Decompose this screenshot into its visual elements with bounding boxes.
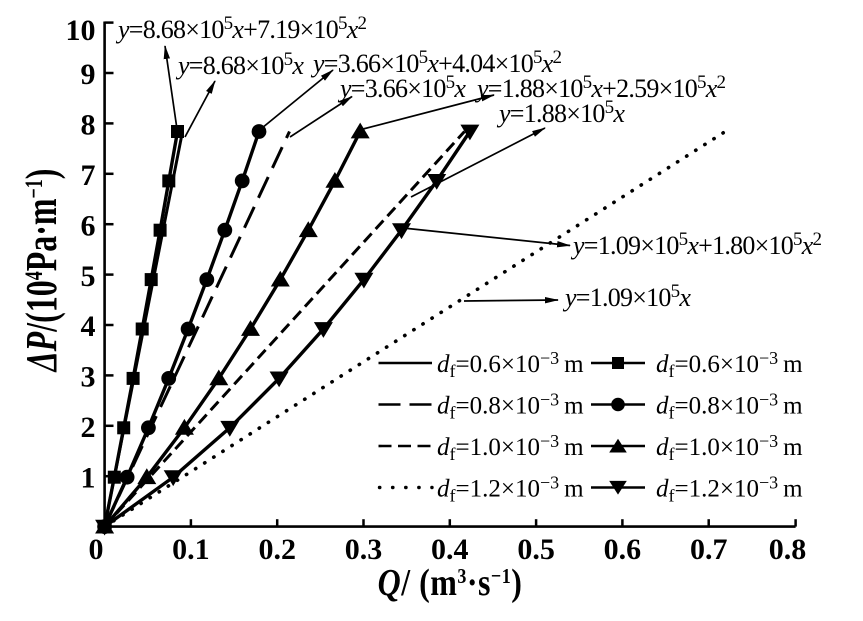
svg-text:0: 0 [89,533,104,566]
svg-text:ΔP/(104Pa·m−1): ΔP/(104Pa·m−1) [17,169,66,373]
svg-text:df=1.2×10−3 m: df=1.2×10−3 m [437,473,584,506]
svg-text:df=1.0×10−3 m: df=1.0×10−3 m [437,431,584,464]
svg-text:0.8: 0.8 [769,533,807,566]
svg-text:y=8.68×105x+7.19×105x2: y=8.68×105x+7.19×105x2 [115,13,367,44]
svg-text:0.2: 0.2 [258,533,296,566]
svg-text:6: 6 [81,209,96,242]
svg-text:Q/ (m3·s−1): Q/ (m3·s−1) [378,561,523,603]
svg-text:df=0.6×10−3 m: df=0.6×10−3 m [656,348,803,381]
svg-text:df=1.0×10−3 m: df=1.0×10−3 m [656,431,803,464]
svg-text:4: 4 [81,310,96,343]
svg-text:df=0.8×10−3 m: df=0.8×10−3 m [437,390,584,423]
svg-text:0.3: 0.3 [345,533,383,566]
svg-text:1: 1 [81,461,96,494]
svg-text:y=1.88×105x+2.59×105x2: y=1.88×105x+2.59×105x2 [474,72,726,103]
svg-text:2: 2 [81,411,96,444]
svg-text:df=1.2×10−3 m: df=1.2×10−3 m [656,473,803,506]
svg-text:y=1.09×105x: y=1.09×105x [562,281,691,312]
svg-text:y=3.66×105x+4.04×105x2: y=3.66×105x+4.04×105x2 [310,47,562,78]
svg-text:9: 9 [81,58,96,91]
svg-text:3: 3 [81,361,96,394]
svg-text:0.6: 0.6 [604,533,642,566]
svg-text:7: 7 [81,159,96,192]
svg-text:df=0.6×10−3 m: df=0.6×10−3 m [437,348,584,381]
svg-text:5: 5 [81,260,96,293]
svg-text:0.7: 0.7 [690,533,728,566]
svg-text:y=1.09×105x+1.80×105x2: y=1.09×105x+1.80×105x2 [570,229,822,260]
svg-text:y=3.66×105x: y=3.66×105x [337,72,466,103]
svg-text:y=1.88×105x: y=1.88×105x [496,97,625,128]
svg-text:0.5: 0.5 [517,533,555,566]
svg-text:y=8.68×105x: y=8.68×105x [175,49,304,80]
svg-text:0.4: 0.4 [431,533,469,566]
svg-text:0.1: 0.1 [172,533,210,566]
svg-text:8: 8 [81,109,96,142]
svg-text:df=0.8×10−3 m: df=0.8×10−3 m [656,390,803,423]
svg-text:10: 10 [66,14,96,47]
